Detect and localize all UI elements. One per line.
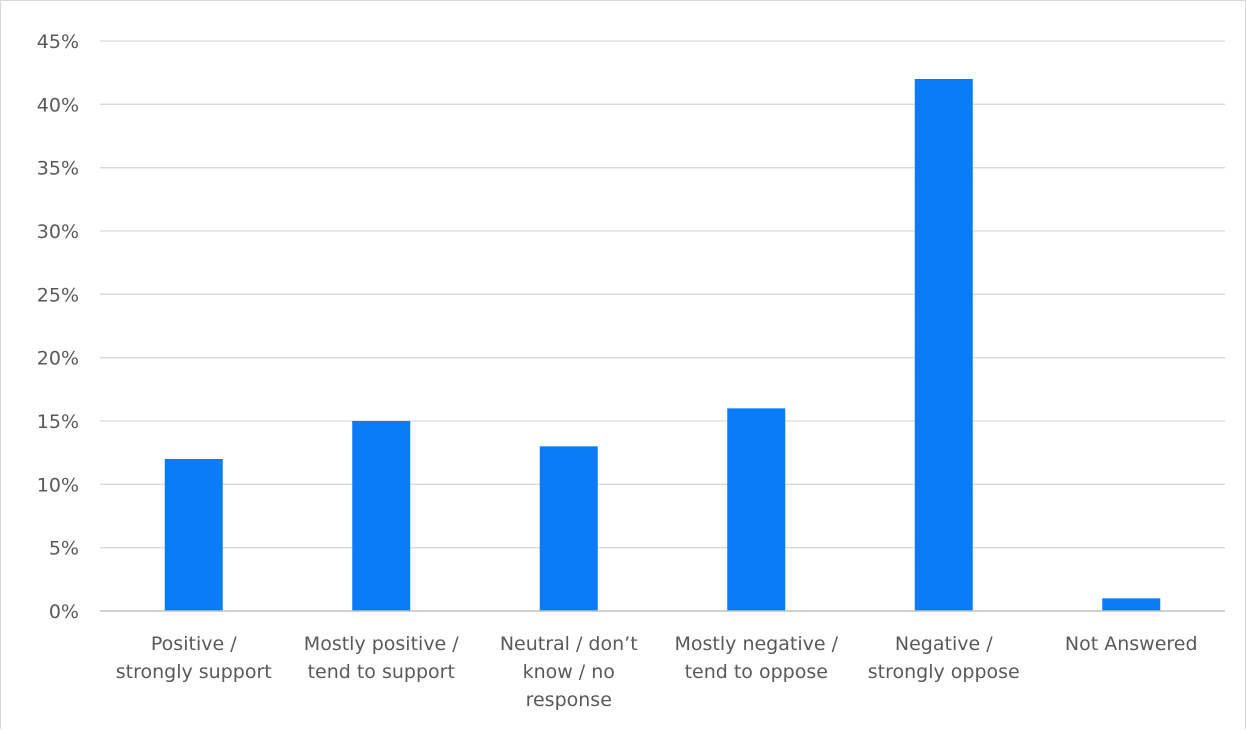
gridlines <box>100 40 1225 549</box>
y-tick-label: 5% <box>49 538 79 560</box>
y-tick-label: 15% <box>37 411 79 433</box>
y-tick-label: 10% <box>37 474 79 496</box>
y-tick-label: 35% <box>37 158 79 180</box>
x-category-label: Neutral / don’t know / no response <box>500 633 638 711</box>
x-category-label: Mostly positive / tend to support <box>304 633 459 683</box>
y-tick-label: 0% <box>49 601 79 623</box>
bar <box>164 459 223 611</box>
y-tick-label: 20% <box>37 348 79 370</box>
bar <box>539 446 598 611</box>
x-category-label: Not Answered <box>1065 633 1198 655</box>
bar <box>914 79 973 611</box>
x-category-label: Mostly negative / tend to oppose <box>675 633 839 683</box>
bars <box>164 79 1161 611</box>
y-tick-label: 30% <box>37 221 79 243</box>
x-axis-categories: Positive / strongly support Mostly positiv… <box>116 633 1198 711</box>
x-category-label: Positive / strongly support <box>116 633 272 683</box>
y-tick-label: 25% <box>37 284 79 306</box>
bar <box>352 421 411 611</box>
bar <box>1102 598 1161 611</box>
bar <box>727 408 786 611</box>
y-tick-label: 45% <box>37 31 79 53</box>
y-axis-ticks: 0% 5% 10% 15% 20% 25% 30% 35% 40% 45% <box>37 31 79 623</box>
x-category-label: Negative / strongly oppose <box>868 633 1020 683</box>
y-tick-label: 40% <box>37 94 79 116</box>
